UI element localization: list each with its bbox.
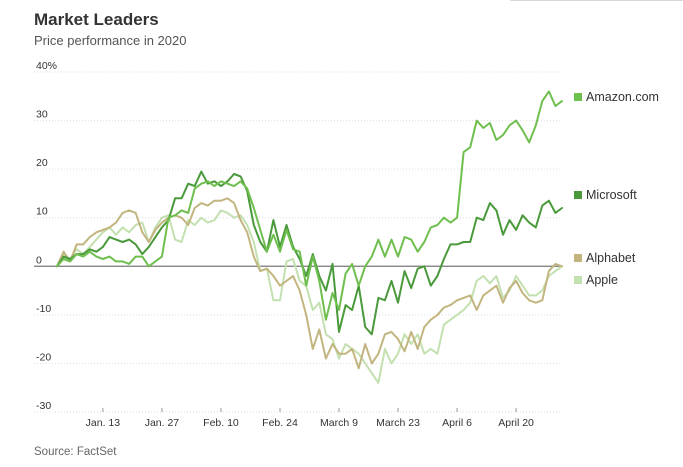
x-tick-label: March 9: [320, 417, 358, 429]
gridlines: [34, 71, 562, 413]
y-tick-label: -10: [36, 303, 51, 315]
x-tick-label: Jan. 13: [86, 417, 121, 429]
y-tick-label: 0: [36, 254, 42, 266]
legend-item-amazon: Amazon.com: [574, 90, 659, 104]
y-tick-label: 10: [36, 206, 48, 218]
legend-item-alphabet: Alphabet: [574, 251, 635, 265]
chart-subtitle: Price performance in 2020: [34, 33, 187, 48]
y-tick-label: -30: [36, 400, 51, 412]
legend-item-apple: Apple: [574, 273, 618, 287]
source-note: Source: FactSet: [34, 446, 117, 458]
x-axis-tick-labels: Jan. 13 Jan. 27 Feb. 10 Feb. 24 March 9 March…: [86, 408, 534, 429]
legend-swatch-amazon: [574, 93, 582, 101]
legend-swatch-apple: [574, 276, 582, 284]
series-line-apple: [56, 209, 563, 384]
y-tick-label: -20: [36, 351, 51, 363]
y-tick-label: 40%: [36, 60, 57, 72]
series-line-microsoft: [56, 170, 563, 336]
y-axis-tick-labels: 40% 30 20 10 0 -10 -20 -30: [36, 60, 57, 412]
series-line-alphabet: [56, 197, 563, 370]
legend-label-microsoft: Microsoft: [586, 188, 637, 202]
x-tick-label: Jan. 27: [145, 417, 180, 429]
y-tick-label: 20: [36, 157, 48, 169]
legend-swatch-microsoft: [574, 191, 582, 199]
legend-label-apple: Apple: [586, 273, 618, 287]
x-tick-label: March 23: [376, 417, 420, 429]
y-tick-label: 30: [36, 109, 48, 121]
x-tick-label: April 6: [442, 417, 472, 429]
series-lines: [56, 90, 563, 384]
top-rule: [510, 0, 683, 1]
legend-swatch-alphabet: [574, 254, 582, 262]
chart-title: Market Leaders: [34, 10, 159, 29]
legend-label-alphabet: Alphabet: [586, 251, 636, 265]
x-tick-label: April 20: [498, 417, 534, 429]
x-tick-label: Feb. 24: [262, 417, 298, 429]
x-tick-label: Feb. 10: [203, 417, 239, 429]
legend-item-microsoft: Microsoft: [574, 188, 637, 202]
series-line-amazon-com: [56, 90, 563, 321]
legend-label-amazon: Amazon.com: [586, 90, 659, 104]
